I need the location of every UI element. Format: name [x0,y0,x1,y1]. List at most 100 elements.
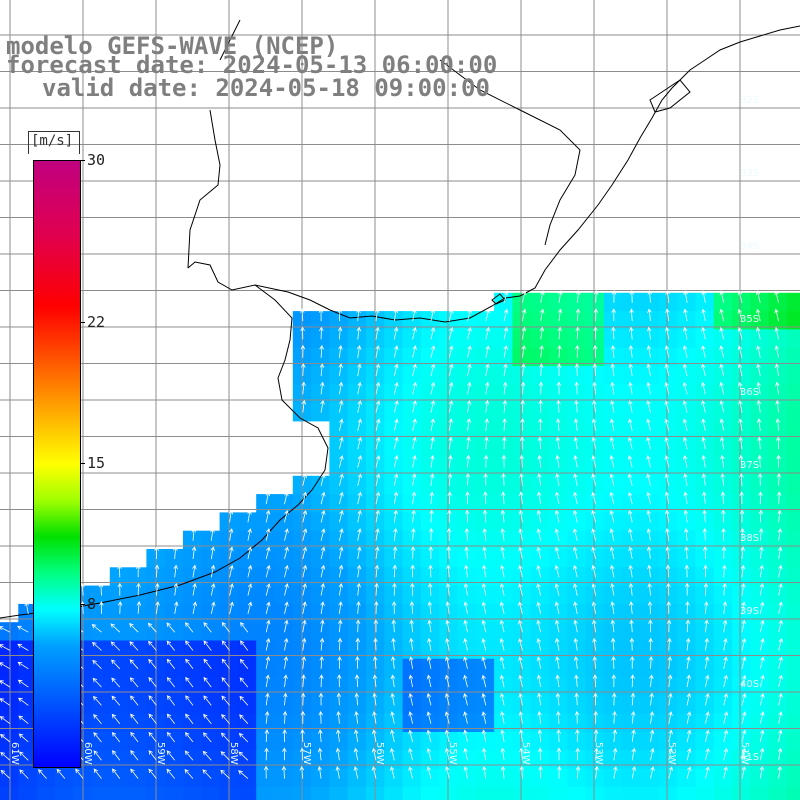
wind-arrow [646,546,652,560]
wind-arrow [664,418,670,432]
wind-arrow [481,729,487,743]
wind-speed-cell [402,439,422,458]
wind-arrow [518,711,524,724]
wind-speed-cell [786,311,800,330]
wind-arrow [390,674,396,688]
wind-arrow [154,546,159,560]
wind-arrow [664,436,670,450]
wind-arrow [357,381,362,395]
wind-speed-cell [585,292,605,312]
wind-arrow [110,623,121,633]
wind-arrow [592,399,597,413]
wind-arrow [356,546,362,560]
wind-arrow [500,564,505,578]
wind-arrow [574,399,579,413]
wind-arrow [299,747,305,761]
wind-speed-cell [677,329,696,349]
wind-speed-cell [786,475,800,495]
wind-speed-cell [786,750,800,770]
wind-speed-cell [750,494,770,513]
wind-speed-cell [475,329,495,349]
wind-arrow [148,658,157,670]
wind-speed-cell [585,347,605,367]
wind-speed-cell [420,347,440,367]
wind-speed-cell [512,640,532,660]
wind-speed-cell [768,402,788,422]
wind-speed-cell [256,695,275,715]
wind-speed-cell [549,494,568,513]
wind-arrow [148,677,157,688]
wind-arrow [465,491,470,505]
latitude-label: 33S [740,168,760,179]
wind-arrow [705,766,710,779]
wind-arrow [591,491,596,505]
wind-speed-cell [512,622,532,641]
wind-speed-cell [439,640,458,660]
wind-arrow [665,509,670,523]
wind-arrow [357,473,362,486]
wind-speed-cell [420,640,440,660]
wind-arrow [554,583,560,596]
colorbar [33,160,81,768]
wind-arrow [445,656,450,669]
wind-arrow [111,731,121,743]
wind-speed-cell [420,658,440,678]
wind-speed-cell [750,457,770,477]
wind-arrow [220,751,230,761]
wind-speed-cell [512,768,532,788]
wind-arrow [448,345,454,358]
wind-arrow [502,418,507,431]
wind-arrow [629,326,634,340]
wind-speed-cell [201,603,221,623]
wind-arrow [777,509,782,523]
wind-arrow [447,473,453,486]
wind-arrow [283,674,288,688]
wind-speed-cell [512,420,532,440]
wind-arrow [390,729,395,743]
wind-speed-cell [457,567,477,587]
wind-speed-cell [256,494,275,513]
wind-arrow [575,326,580,340]
wind-arrow [392,546,398,560]
wind-arrow [339,528,344,541]
wind-arrow [741,747,747,761]
wind-speed-cell [603,713,623,733]
wind-arrow [320,564,326,578]
wind-speed-cell [549,457,568,477]
wind-speed-cell [640,585,660,605]
wind-arrow [723,637,728,651]
wind-speed-cell [677,695,696,715]
wind-speed-cell [713,347,733,367]
wind-arrow [737,308,743,322]
wind-arrow [555,436,561,450]
wind-speed-cell [750,366,770,385]
wind-speed-cell [457,384,477,404]
wind-speed-cell [311,603,330,623]
wind-arrow [778,674,783,688]
wind-arrow [339,473,344,486]
wind-arrow [573,656,579,669]
wind-arrow [166,658,176,670]
wind-arrow [464,509,470,523]
wind-arrow [0,733,11,743]
wind-speed-cell [329,494,349,513]
wind-arrow [463,619,468,633]
wind-speed-cell [311,622,330,641]
wind-arrow [19,769,29,779]
wind-arrow [540,290,545,303]
wind-speed-cell [695,439,715,458]
wind-arrow [300,308,305,322]
wind-speed-cell [494,494,513,513]
wind-speed-cell [420,549,440,568]
wind-arrow [148,640,157,651]
wind-arrow [665,308,670,322]
wind-speed-cell [274,640,294,660]
wind-arrow [701,326,706,340]
wind-arrow [173,582,179,596]
wind-arrow [463,674,468,688]
wind-speed-cell [549,347,568,367]
wind-arrow [738,418,743,431]
wind-speed-cell [658,750,678,770]
wind-speed-cell [549,329,568,349]
wind-arrow [192,564,197,578]
